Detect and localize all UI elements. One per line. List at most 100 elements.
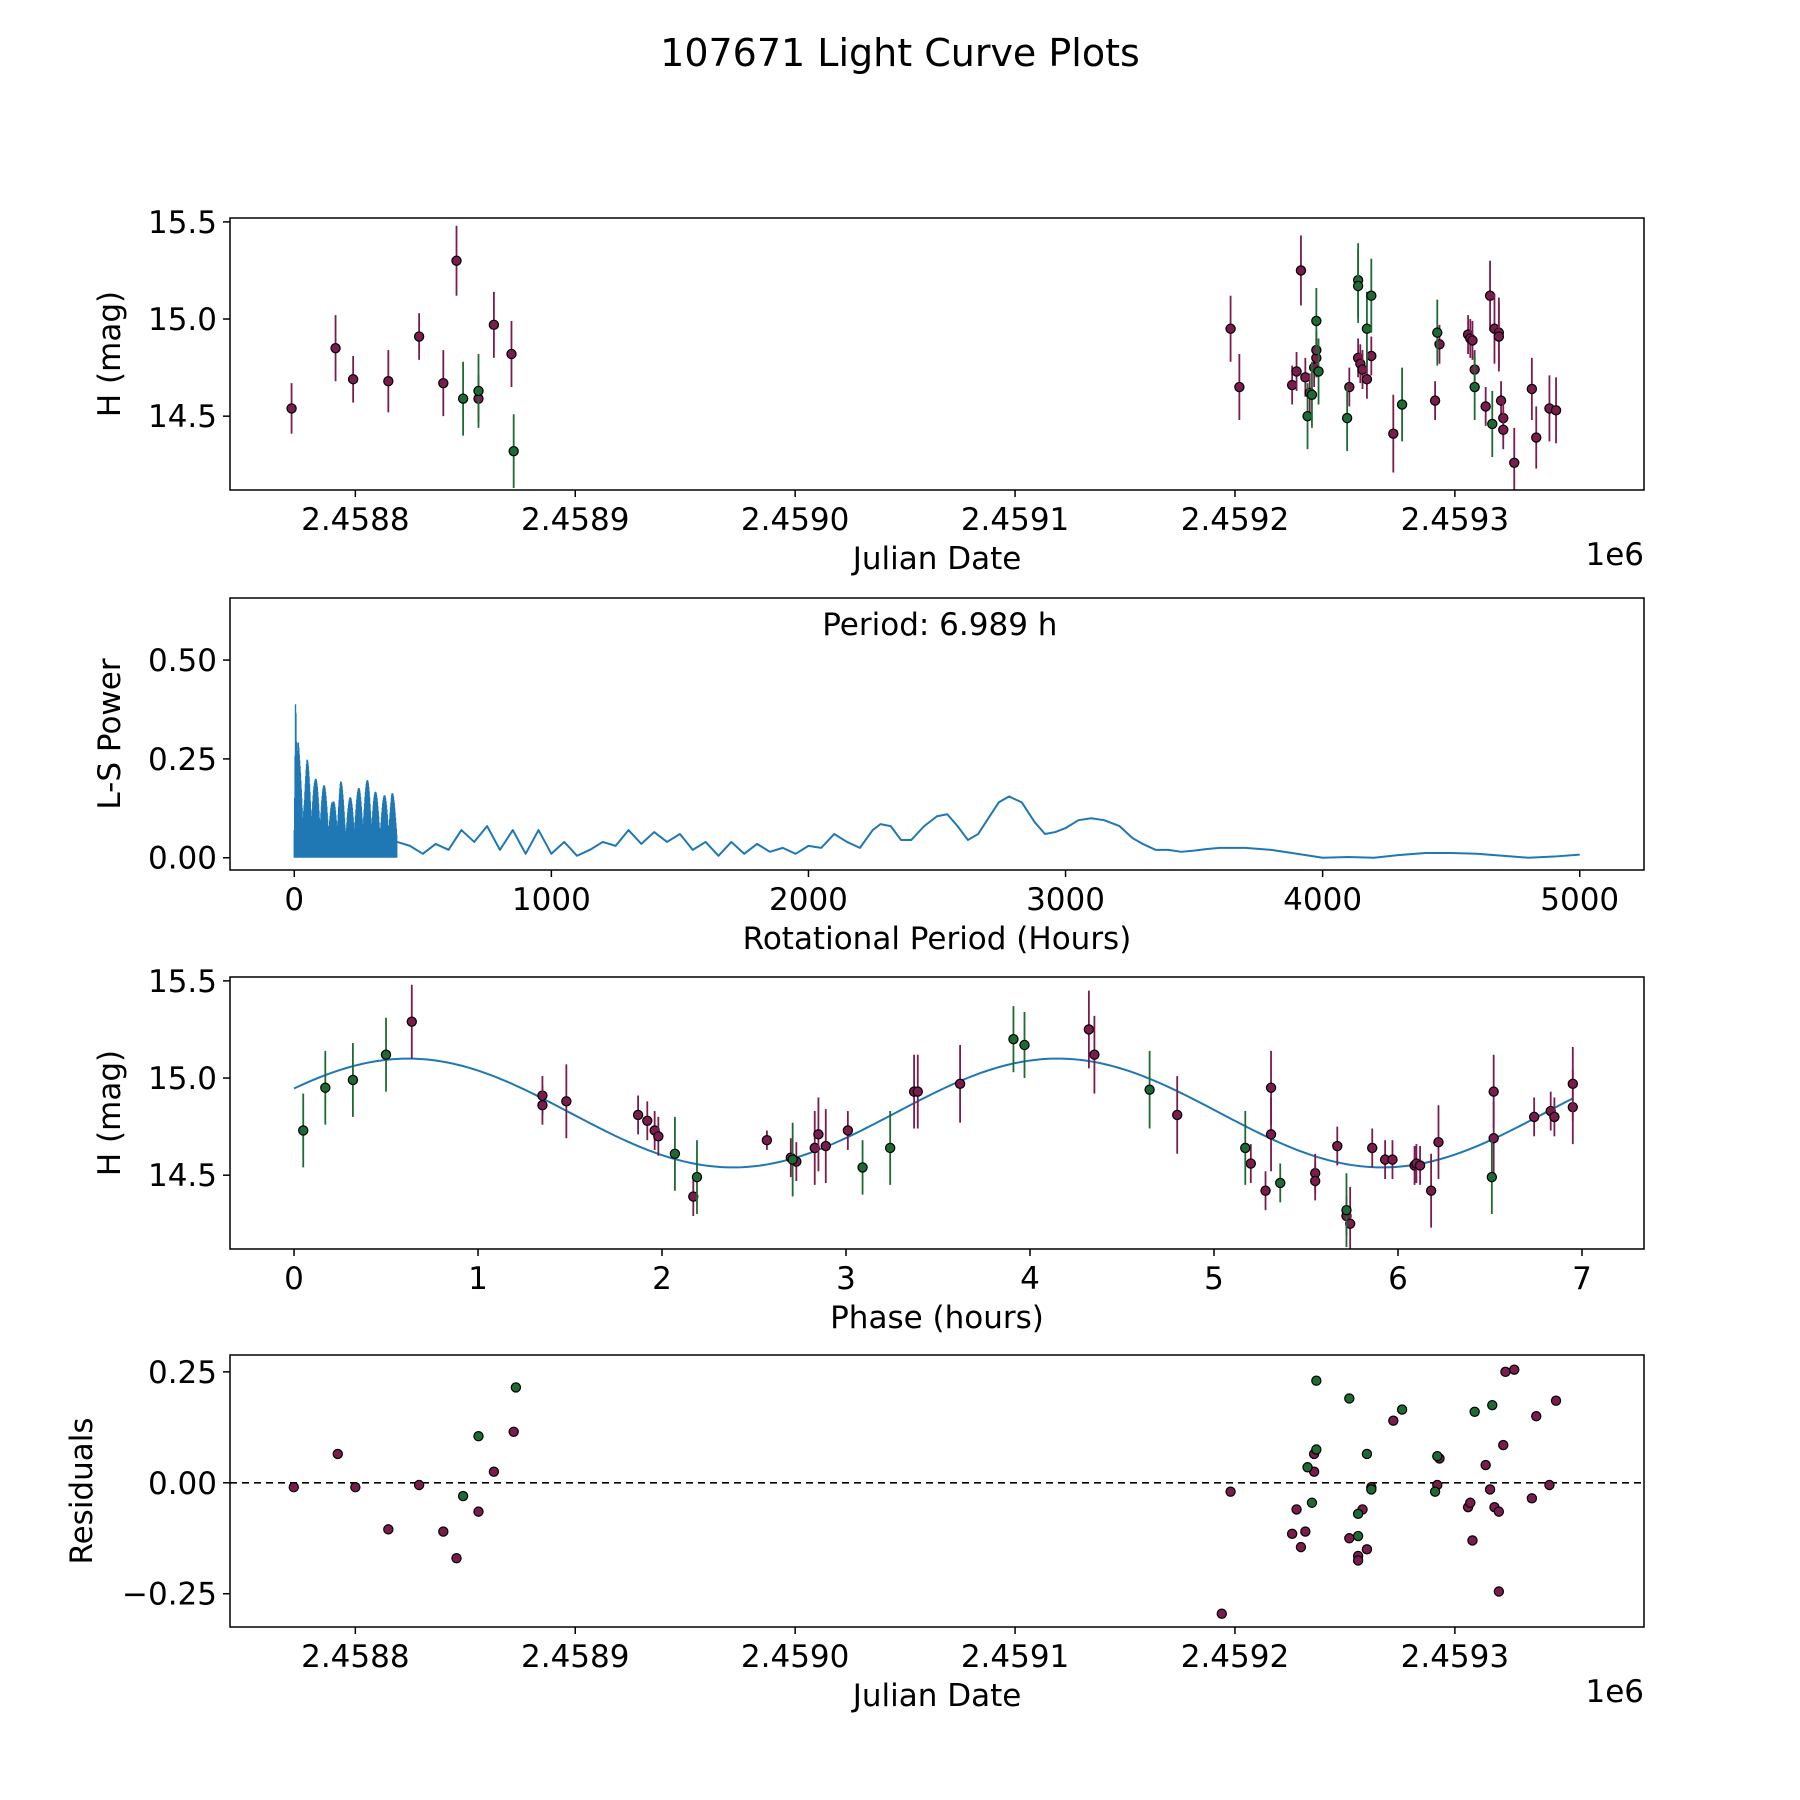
data-point-red — [1295, 265, 1307, 276]
x-tick-label: 1 — [468, 1261, 488, 1297]
data-point-red — [642, 1115, 653, 1126]
data-point-green — [1341, 1204, 1352, 1216]
x-tick-label: 2.4588 — [301, 1639, 409, 1675]
data-point-green — [1361, 323, 1373, 334]
data-point-green — [1311, 1375, 1322, 1386]
data-point-red — [1344, 1218, 1356, 1229]
periodogram-line — [396, 795, 1580, 859]
data-point-green — [1366, 290, 1377, 301]
data-point-green — [1341, 412, 1353, 424]
x-tick-label: 2.4590 — [741, 502, 849, 538]
data-point-red — [954, 1078, 966, 1090]
data-point-red — [506, 348, 517, 360]
data-point-red — [1425, 1185, 1437, 1196]
data-point-red — [1484, 1484, 1496, 1495]
data-point-red — [1344, 381, 1355, 393]
data-point-red — [1367, 1142, 1378, 1154]
y-tick-label: 0.25 — [148, 742, 217, 778]
data-point-red — [1493, 1586, 1505, 1597]
data-point-green — [1311, 1444, 1322, 1455]
data-point-red — [912, 1086, 923, 1097]
data-point-red — [1480, 1459, 1491, 1471]
x-tick-label: 2.4591 — [961, 1639, 1069, 1675]
x-axis-label: Julian Date — [851, 541, 1022, 577]
data-point-red — [1234, 381, 1245, 393]
data-point-red — [383, 1524, 394, 1535]
data-point-red — [1295, 1541, 1307, 1553]
data-point-green — [1302, 410, 1313, 422]
data-point-red — [451, 255, 462, 266]
x-tick-label: 2.4593 — [1401, 1639, 1509, 1675]
x-tick-label: 0 — [284, 1261, 304, 1297]
y-tick-label: 15.5 — [148, 205, 217, 241]
data-point-green — [1019, 1039, 1030, 1051]
data-point-red — [1550, 1395, 1562, 1406]
data-point-red — [809, 1142, 820, 1154]
data-point-red — [1531, 1411, 1542, 1422]
data-point-green — [1487, 1399, 1498, 1411]
x-tick-label: 2.4592 — [1181, 502, 1289, 538]
data-point-red — [1332, 1140, 1343, 1152]
data-point-red — [1488, 1133, 1499, 1144]
data-point-green — [1469, 1406, 1480, 1417]
data-point-green — [691, 1171, 703, 1183]
y-axis-label: H (mag) — [92, 291, 128, 417]
data-point-red — [1388, 428, 1399, 439]
data-point-red — [1429, 395, 1441, 406]
data-point-red — [1550, 405, 1562, 416]
data-point-red — [1286, 1528, 1298, 1540]
data-point-red — [1531, 432, 1542, 443]
data-point-red — [1361, 1544, 1373, 1555]
data-point-green — [1352, 1530, 1364, 1542]
data-point-red — [1509, 457, 1520, 468]
x-tick-label: 2.4589 — [521, 1639, 629, 1675]
data-point-red — [1549, 1111, 1560, 1123]
data-point-red — [1357, 364, 1368, 375]
data-point-green — [1487, 418, 1498, 430]
axes-frame — [229, 976, 1645, 1250]
plot-area-ls — [293, 704, 1580, 859]
data-point-red — [1300, 372, 1311, 383]
x-offset-label: 1e6 — [1585, 1674, 1644, 1710]
data-point-red — [1089, 1049, 1100, 1060]
data-point-green — [1352, 280, 1364, 292]
data-point-green — [457, 393, 469, 404]
x-tick-label: 2.4593 — [1401, 502, 1509, 538]
x-tick-label: 2.4589 — [521, 502, 629, 538]
data-point-red — [1260, 1185, 1271, 1196]
y-tick-label: 0.00 — [148, 1466, 217, 1502]
y-tick-label: 0.50 — [148, 643, 217, 679]
plot-area-lc — [286, 225, 1562, 490]
data-point-red — [1500, 1366, 1511, 1378]
data-point-red — [1172, 1109, 1183, 1121]
plot-area-res — [230, 1364, 1644, 1619]
data-point-red — [1361, 374, 1373, 385]
data-point-red — [820, 1140, 831, 1152]
data-point-red — [842, 1125, 854, 1136]
y-tick-label: 15.5 — [148, 964, 217, 1000]
data-point-red — [1265, 1129, 1277, 1140]
data-point-green — [1396, 1404, 1408, 1415]
plot-area-phase — [293, 984, 1578, 1249]
x-tick-label: 3000 — [1026, 882, 1105, 918]
data-point-red — [1433, 1136, 1444, 1148]
x-tick-label: 4000 — [1283, 882, 1362, 918]
data-point-red — [1366, 350, 1377, 362]
y-axis-label: Residuals — [64, 1417, 100, 1564]
data-point-red — [383, 376, 394, 387]
data-point-green — [298, 1125, 309, 1136]
data-point-red — [488, 319, 500, 331]
data-point-red — [286, 403, 297, 414]
data-point-green — [1344, 1393, 1355, 1404]
data-point-red — [1544, 1479, 1555, 1491]
data-point-green — [1306, 389, 1318, 400]
data-point-red — [347, 374, 359, 385]
data-point-green — [1469, 381, 1480, 393]
data-point-red — [1567, 1078, 1578, 1090]
data-point-green — [380, 1049, 392, 1060]
data-point-red — [1344, 1533, 1355, 1544]
y-tick-label: 0.00 — [148, 841, 217, 877]
data-point-green — [1302, 1462, 1313, 1473]
